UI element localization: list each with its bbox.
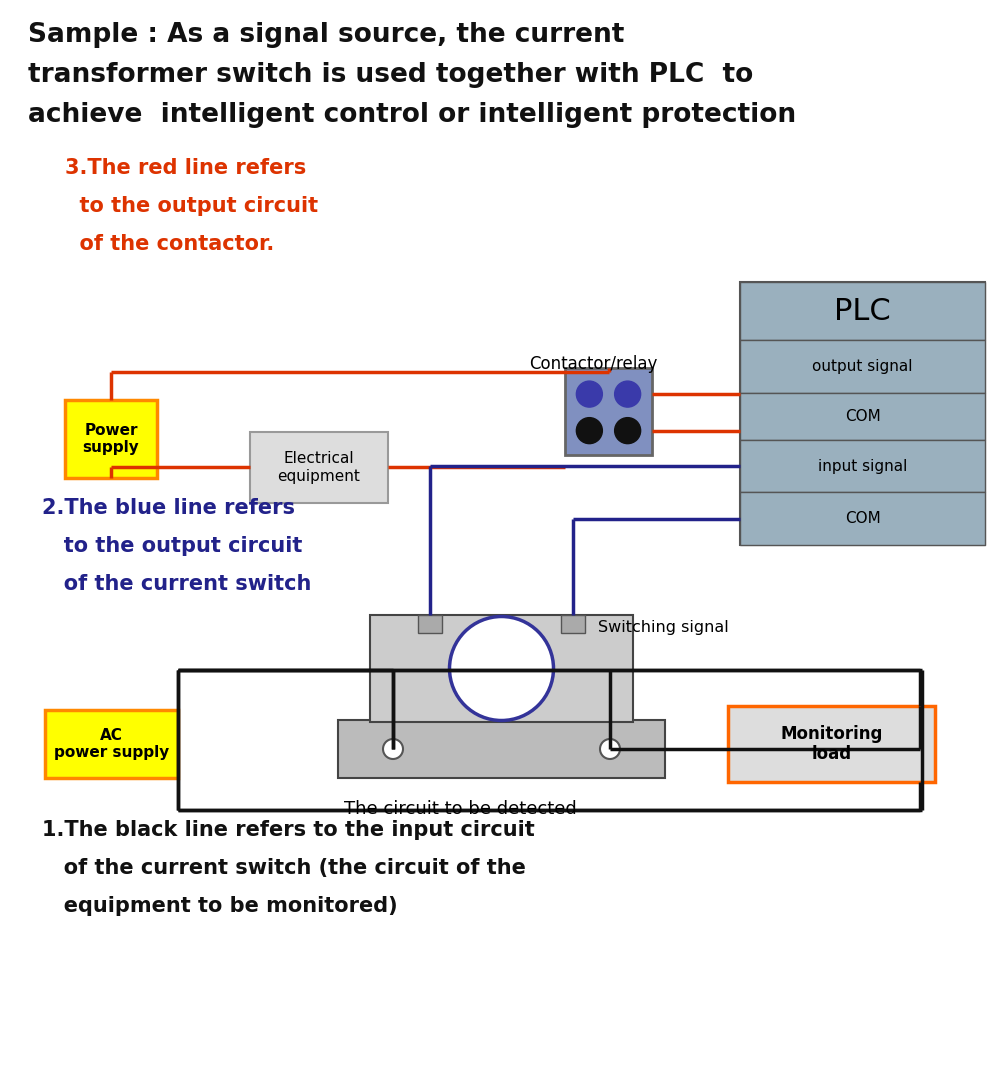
Bar xyxy=(740,440,985,492)
Circle shape xyxy=(383,739,403,759)
Text: COM: COM xyxy=(845,409,880,424)
Bar xyxy=(418,615,442,633)
Text: to the output circuit: to the output circuit xyxy=(65,196,318,216)
Text: 1.The black line refers to the input circuit: 1.The black line refers to the input cir… xyxy=(42,820,535,840)
Bar xyxy=(728,706,935,782)
Text: achieve  intelligent control or intelligent protection: achieve intelligent control or intellige… xyxy=(28,102,796,129)
Text: 2.The blue line refers: 2.The blue line refers xyxy=(42,498,295,518)
Circle shape xyxy=(576,381,602,407)
Bar xyxy=(740,492,985,545)
Text: of the current switch: of the current switch xyxy=(42,574,311,594)
Bar xyxy=(338,720,665,778)
Circle shape xyxy=(615,418,641,443)
Circle shape xyxy=(600,739,620,759)
Bar xyxy=(740,393,985,440)
Text: to the output circuit: to the output circuit xyxy=(42,536,302,556)
Bar xyxy=(250,432,388,503)
Bar xyxy=(45,710,178,778)
Text: of the contactor.: of the contactor. xyxy=(65,233,274,254)
Text: input signal: input signal xyxy=(818,458,907,473)
Bar xyxy=(740,282,985,545)
Text: Contactor/relay: Contactor/relay xyxy=(529,355,658,373)
Bar xyxy=(65,399,157,478)
Text: 3.The red line refers: 3.The red line refers xyxy=(65,159,306,178)
Bar xyxy=(740,282,985,340)
Text: Electrical
equipment: Electrical equipment xyxy=(278,451,360,484)
Text: equipment to be monitored): equipment to be monitored) xyxy=(42,896,398,916)
Bar xyxy=(370,615,633,722)
Bar xyxy=(561,615,585,633)
Text: transformer switch is used together with PLC  to: transformer switch is used together with… xyxy=(28,62,753,88)
Text: output signal: output signal xyxy=(812,359,913,374)
Text: Switching signal: Switching signal xyxy=(598,620,729,635)
Circle shape xyxy=(615,381,641,407)
Text: Monitoring
load: Monitoring load xyxy=(780,725,883,764)
Circle shape xyxy=(576,418,602,443)
Text: Power
supply: Power supply xyxy=(83,423,139,455)
Text: AC
power supply: AC power supply xyxy=(54,728,169,760)
Bar xyxy=(740,340,985,393)
Text: PLC: PLC xyxy=(834,297,891,326)
Text: of the current switch (the circuit of the: of the current switch (the circuit of th… xyxy=(42,858,526,878)
Text: COM: COM xyxy=(845,511,880,526)
Circle shape xyxy=(450,617,554,721)
Text: The circuit to be detected: The circuit to be detected xyxy=(344,800,576,818)
Text: Sample : As a signal source, the current: Sample : As a signal source, the current xyxy=(28,22,624,48)
Bar xyxy=(565,368,652,455)
